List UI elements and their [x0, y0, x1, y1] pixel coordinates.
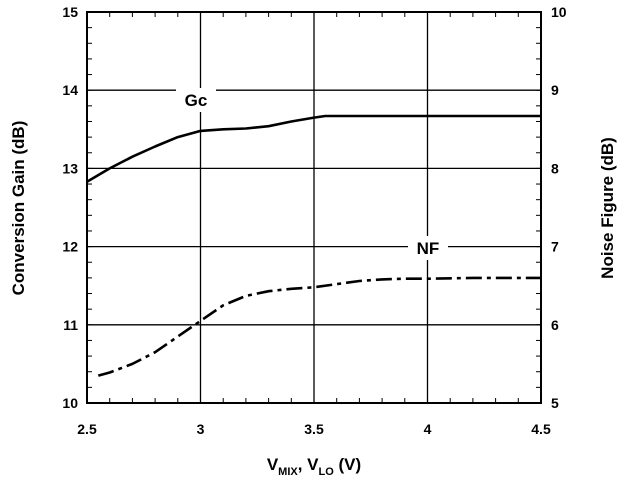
y2-tick-label: 8 — [551, 160, 559, 176]
x-axis-title: VMIX, VLO (V) — [267, 455, 361, 478]
x-tick-label: 3.5 — [304, 421, 324, 437]
x-title-separator: , V — [298, 455, 319, 474]
y-tick-label: 12 — [62, 239, 78, 255]
y2-tick-label: 6 — [551, 317, 559, 333]
annotations: Gc NF — [176, 88, 448, 260]
series-line-nf — [97, 276, 541, 377]
y-tick-label: 10 — [62, 395, 78, 411]
y-tick-label: 14 — [62, 82, 78, 98]
nf-label-background — [408, 236, 448, 260]
y-tick-label: 13 — [62, 160, 78, 176]
tick-labels: 2.5 3 3.5 4 4.5 10 11 12 13 14 15 5 6 7 8 9 10 — [62, 4, 566, 437]
y2-tick-label: 10 — [551, 4, 567, 20]
y2-axis-title: Noise Figure (dB) — [598, 137, 617, 279]
plot-frame — [86, 11, 542, 404]
x-tick-label: 4.5 — [531, 421, 551, 437]
series-label-nf: NF — [417, 239, 440, 258]
x-tick-label: 2.5 — [77, 421, 97, 437]
y2-tick-label: 7 — [551, 239, 559, 255]
series-line-gc — [86, 114, 541, 183]
y-tick-label: 11 — [63, 317, 78, 333]
gc-label-background — [176, 88, 216, 112]
series-label-gc: Gc — [185, 91, 208, 110]
x-tick-label: 3 — [197, 421, 205, 437]
x-title-sub-mix: MIX — [278, 466, 298, 478]
x-title-main: V — [267, 455, 279, 474]
y2-tick-label: 9 — [551, 82, 559, 98]
x-tick-label: 4 — [424, 421, 432, 437]
y-axis-title: Conversion Gain (dB) — [9, 121, 28, 296]
x-title-unit: (V) — [334, 455, 361, 474]
grid-lines — [87, 12, 541, 403]
series-lines — [86, 114, 541, 377]
y-tick-label: 15 — [62, 4, 78, 20]
x-title-sub-lo: LO — [319, 466, 335, 478]
y2-tick-label: 5 — [551, 395, 559, 411]
